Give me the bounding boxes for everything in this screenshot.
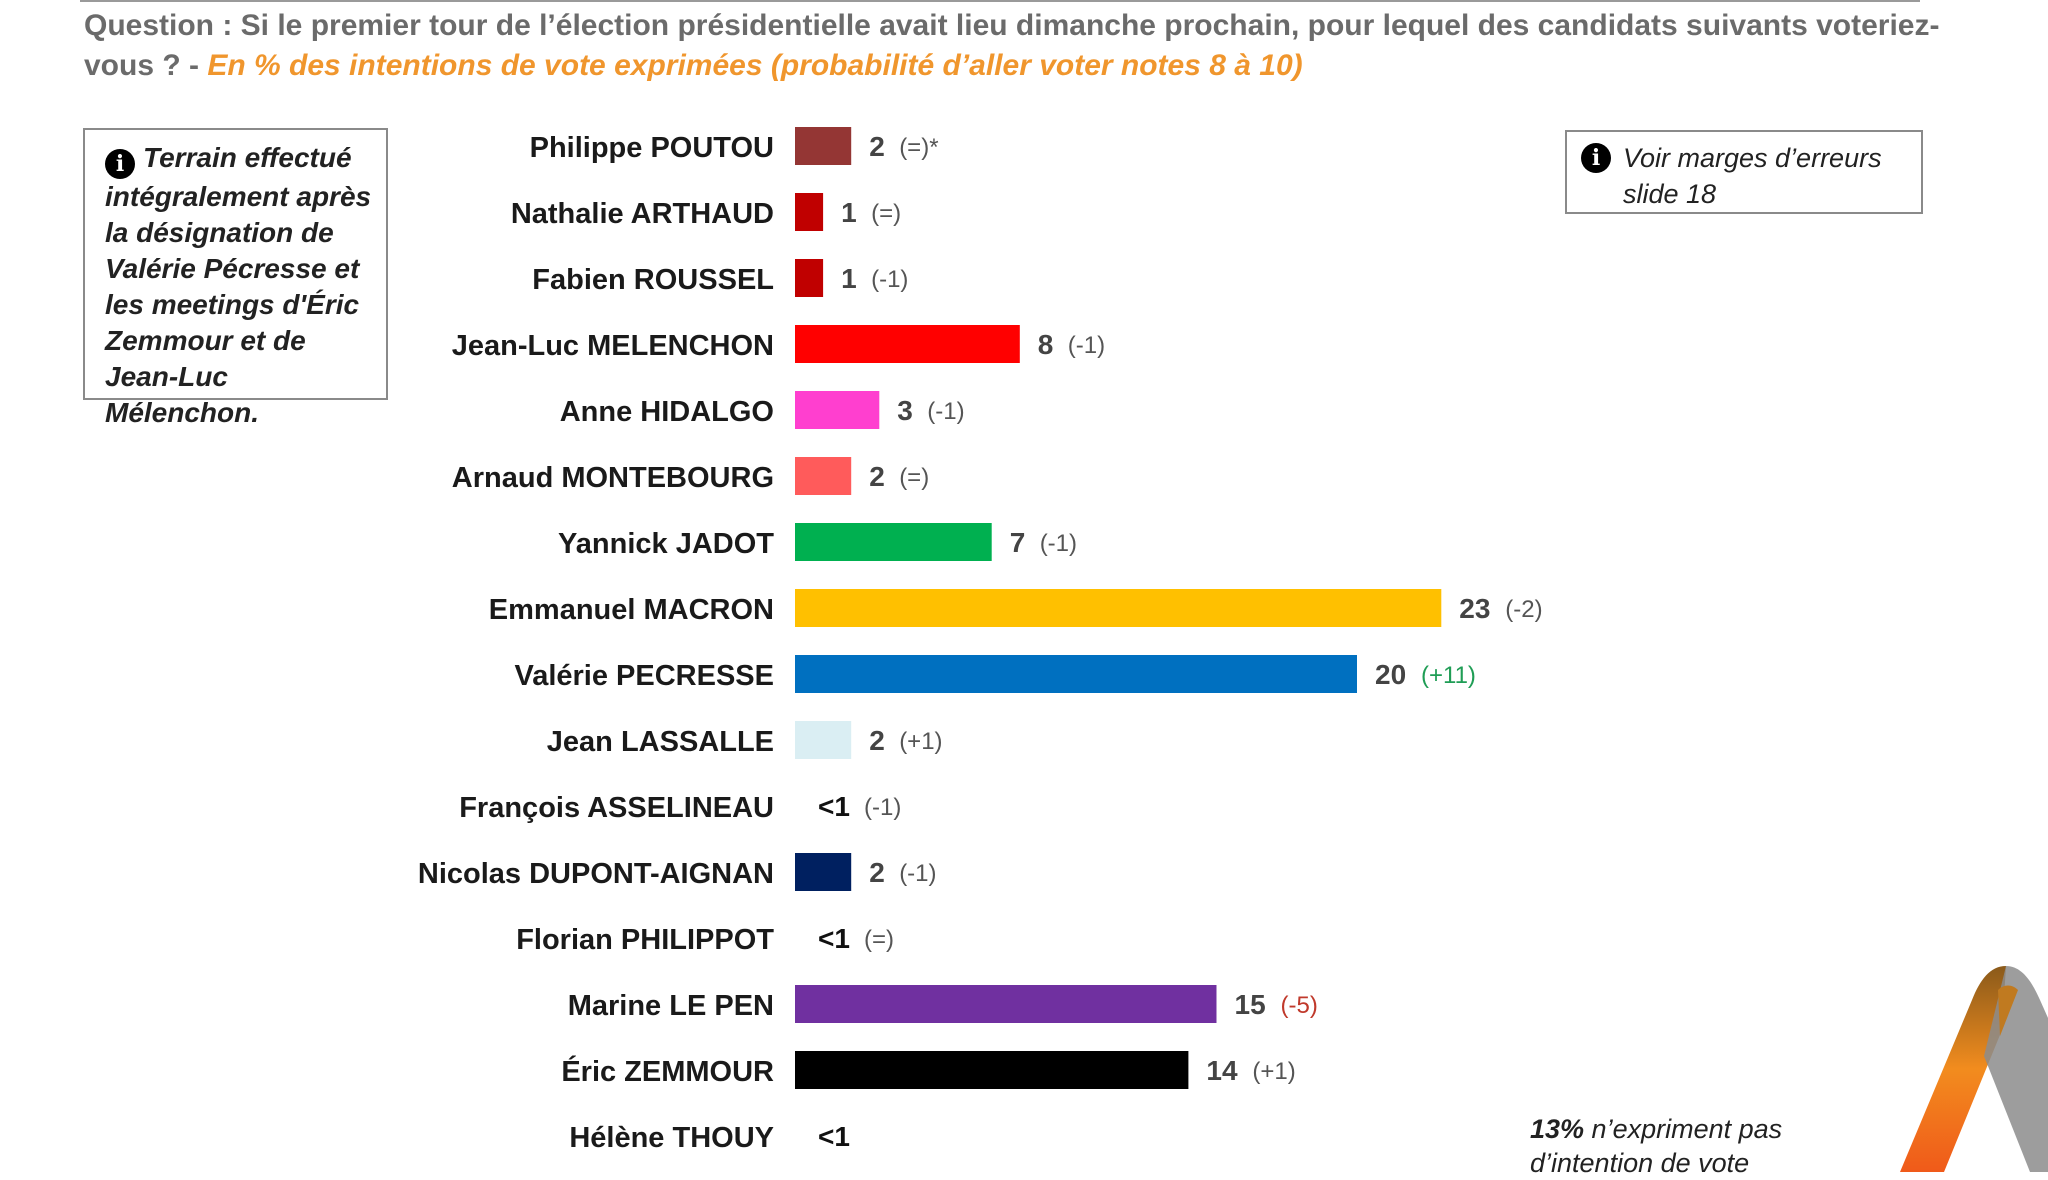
- category-label: Nicolas DUPONT-AIGNAN: [418, 858, 774, 890]
- value-label: <1: [818, 923, 850, 954]
- error-margin-note-box: i Voir marges d’erreurs slide 18: [1565, 130, 1923, 214]
- category-label: Emmanuel MACRON: [489, 594, 774, 626]
- change-label: (-1): [1040, 530, 1077, 557]
- bar: [795, 391, 880, 429]
- question-subtitle: En % des intentions de vote exprimées (p…: [207, 49, 1303, 82]
- error-margin-note-text: Voir marges d’erreurs slide 18: [1623, 143, 1882, 209]
- value-label: 2: [869, 131, 885, 162]
- value-label: <1: [818, 1121, 850, 1152]
- fieldwork-note-box: i Terrain effectué intégralement après la…: [83, 128, 388, 428]
- category-label: Florian PHILIPPOT: [516, 924, 774, 956]
- value-label: <1: [818, 791, 850, 822]
- change-label: (-2): [1505, 596, 1542, 623]
- bar: [795, 127, 852, 165]
- value-label: 3: [897, 395, 913, 426]
- bar: [795, 985, 1217, 1023]
- bar: [795, 259, 824, 297]
- value-label: 2: [869, 857, 885, 888]
- change-label: (-1): [871, 266, 908, 293]
- category-label: Valérie PECRESSE: [514, 660, 774, 692]
- question-text: Question : Si le premier tour de l’élect…: [84, 9, 1940, 82]
- category-label: Marine LE PEN: [568, 990, 774, 1022]
- category-label: Éric ZEMMOUR: [561, 1054, 774, 1088]
- value-label: 15: [1235, 989, 1266, 1020]
- value-label: 1: [841, 197, 857, 228]
- change-label: (-1): [927, 398, 964, 425]
- category-label: Hélène THOUY: [569, 1122, 774, 1154]
- value-label: 23: [1459, 593, 1490, 624]
- category-label: Jean LASSALLE: [547, 726, 774, 758]
- change-label: (+1): [899, 728, 942, 755]
- vote-intention-bar-chart: Philippe POUTOU 2 (=)* Nathalie ARTHAUD 1 (=)…: [418, 127, 1543, 1154]
- value-label: 7: [1010, 527, 1026, 558]
- change-label: (-5): [1281, 992, 1318, 1019]
- info-icon: i: [105, 149, 135, 179]
- question-header: Question : Si le premier tour de l’élect…: [84, 6, 1964, 86]
- value-label: 14: [1206, 1055, 1238, 1086]
- change-label: (+11): [1421, 662, 1476, 689]
- no-intention-percent: 13%: [1530, 1114, 1585, 1144]
- bar: [795, 457, 852, 495]
- bar: [795, 193, 824, 231]
- value-label: 8: [1038, 329, 1054, 360]
- fieldwork-note-text: Terrain effectué intégralement après la …: [105, 142, 372, 428]
- category-label: Arnaud MONTEBOURG: [452, 462, 774, 494]
- bar: [795, 655, 1357, 693]
- change-label: (=): [871, 200, 901, 227]
- bar: [795, 325, 1020, 363]
- bar: [795, 523, 992, 561]
- value-label: 2: [869, 461, 885, 492]
- bar: [795, 721, 852, 759]
- change-label: (=): [864, 926, 894, 953]
- category-label: Yannick JADOT: [558, 528, 774, 560]
- change-label: (=)*: [899, 134, 938, 161]
- change-label: (-1): [1068, 332, 1105, 359]
- bar: [795, 853, 852, 891]
- category-label: Philippe POUTOU: [530, 132, 774, 164]
- category-label: Fabien ROUSSEL: [532, 264, 774, 296]
- value-label: 1: [841, 263, 857, 294]
- company-logo-icon: [1900, 966, 2048, 1172]
- change-label: (-1): [899, 860, 936, 887]
- category-label: Nathalie ARTHAUD: [511, 198, 774, 230]
- value-label: 20: [1375, 659, 1406, 690]
- change-label: (-1): [864, 794, 901, 821]
- category-label: Jean-Luc MELENCHON: [452, 330, 774, 362]
- category-label: Anne HIDALGO: [560, 396, 774, 428]
- category-label: François ASSELINEAU: [459, 792, 774, 824]
- change-label: (=): [899, 464, 929, 491]
- bar: [795, 1051, 1189, 1089]
- top-rule: [80, 0, 1920, 2]
- value-label: 2: [869, 725, 885, 756]
- info-icon: i: [1581, 143, 1611, 173]
- change-label: (+1): [1252, 1058, 1295, 1085]
- bar: [795, 589, 1442, 627]
- no-intention-footnote: 13% n’expriment pas d’intention de vote: [1530, 1112, 1860, 1180]
